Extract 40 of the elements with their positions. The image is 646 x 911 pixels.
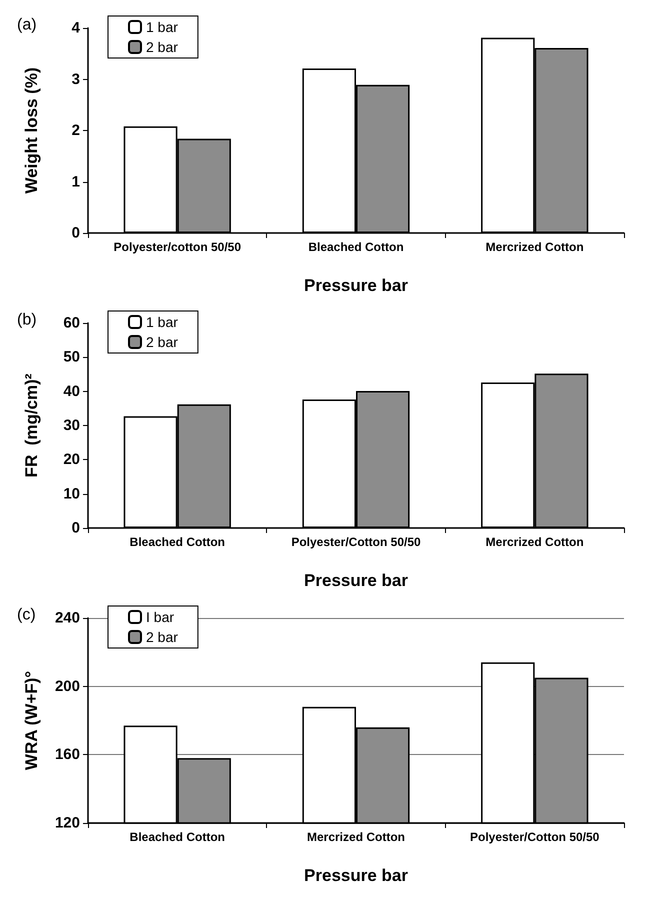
x-tick-label: Mercrized Cotton bbox=[486, 240, 584, 254]
y-tick-label: 20 bbox=[63, 451, 80, 468]
x-axis-title: Pressure bar bbox=[304, 571, 408, 590]
chart-title: (a) bbox=[17, 16, 37, 34]
x-tick-label: Bleached Cotton bbox=[130, 830, 226, 844]
y-tick-label: 2 bbox=[72, 122, 80, 139]
y-tick-label: 240 bbox=[54, 610, 80, 626]
y-tick-label: 0 bbox=[72, 520, 80, 536]
legend-label: 2 bar bbox=[146, 39, 178, 55]
y-tick-label: 3 bbox=[72, 70, 80, 88]
legend-label: 2 bar bbox=[146, 334, 178, 350]
x-tick-label: Bleached Cotton bbox=[130, 535, 226, 549]
x-tick-label: Polyester/cotton 50/50 bbox=[114, 240, 242, 254]
x-tick-label: Bleached Cotton bbox=[308, 240, 404, 254]
y-tick-label: 120 bbox=[54, 814, 80, 832]
y-axis-title: WRA (W+F)° bbox=[22, 670, 41, 770]
chart-title: (c) bbox=[17, 606, 36, 624]
y-tick-label: 30 bbox=[63, 417, 80, 434]
x-tick-label: Mercrized Cotton bbox=[486, 535, 584, 549]
legend-label: I bar bbox=[146, 609, 174, 625]
x-axis-title: Pressure bar bbox=[304, 866, 408, 885]
y-axis-title: FR (mg/cm)² bbox=[22, 373, 41, 478]
y-tick-label: 4 bbox=[72, 20, 81, 36]
legend-label: 1 bar bbox=[146, 314, 178, 330]
y-axis-title: Weight loss (%) bbox=[22, 67, 41, 194]
legend-label: 2 bar bbox=[146, 629, 178, 645]
y-tick-label: 40 bbox=[63, 382, 80, 400]
chart-title: (b) bbox=[17, 312, 37, 328]
y-tick-label: 0 bbox=[72, 224, 80, 242]
y-tick-label: 10 bbox=[63, 485, 80, 502]
y-tick-label: 160 bbox=[54, 746, 80, 764]
x-tick-label: Mercrized Cotton bbox=[306, 830, 406, 844]
x-tick-label: Polyester/Cotton 50/50 bbox=[291, 535, 422, 549]
y-tick-label: 50 bbox=[63, 348, 80, 366]
legend-label: 1 bar bbox=[146, 19, 178, 35]
x-axis-title: Pressure bar bbox=[304, 276, 408, 295]
y-tick-label: 60 bbox=[63, 314, 80, 332]
x-tick-label: Polyester/Cotton 50/50 bbox=[470, 830, 600, 844]
y-tick-label: 200 bbox=[54, 678, 80, 695]
y-tick-label: 1 bbox=[72, 173, 80, 190]
